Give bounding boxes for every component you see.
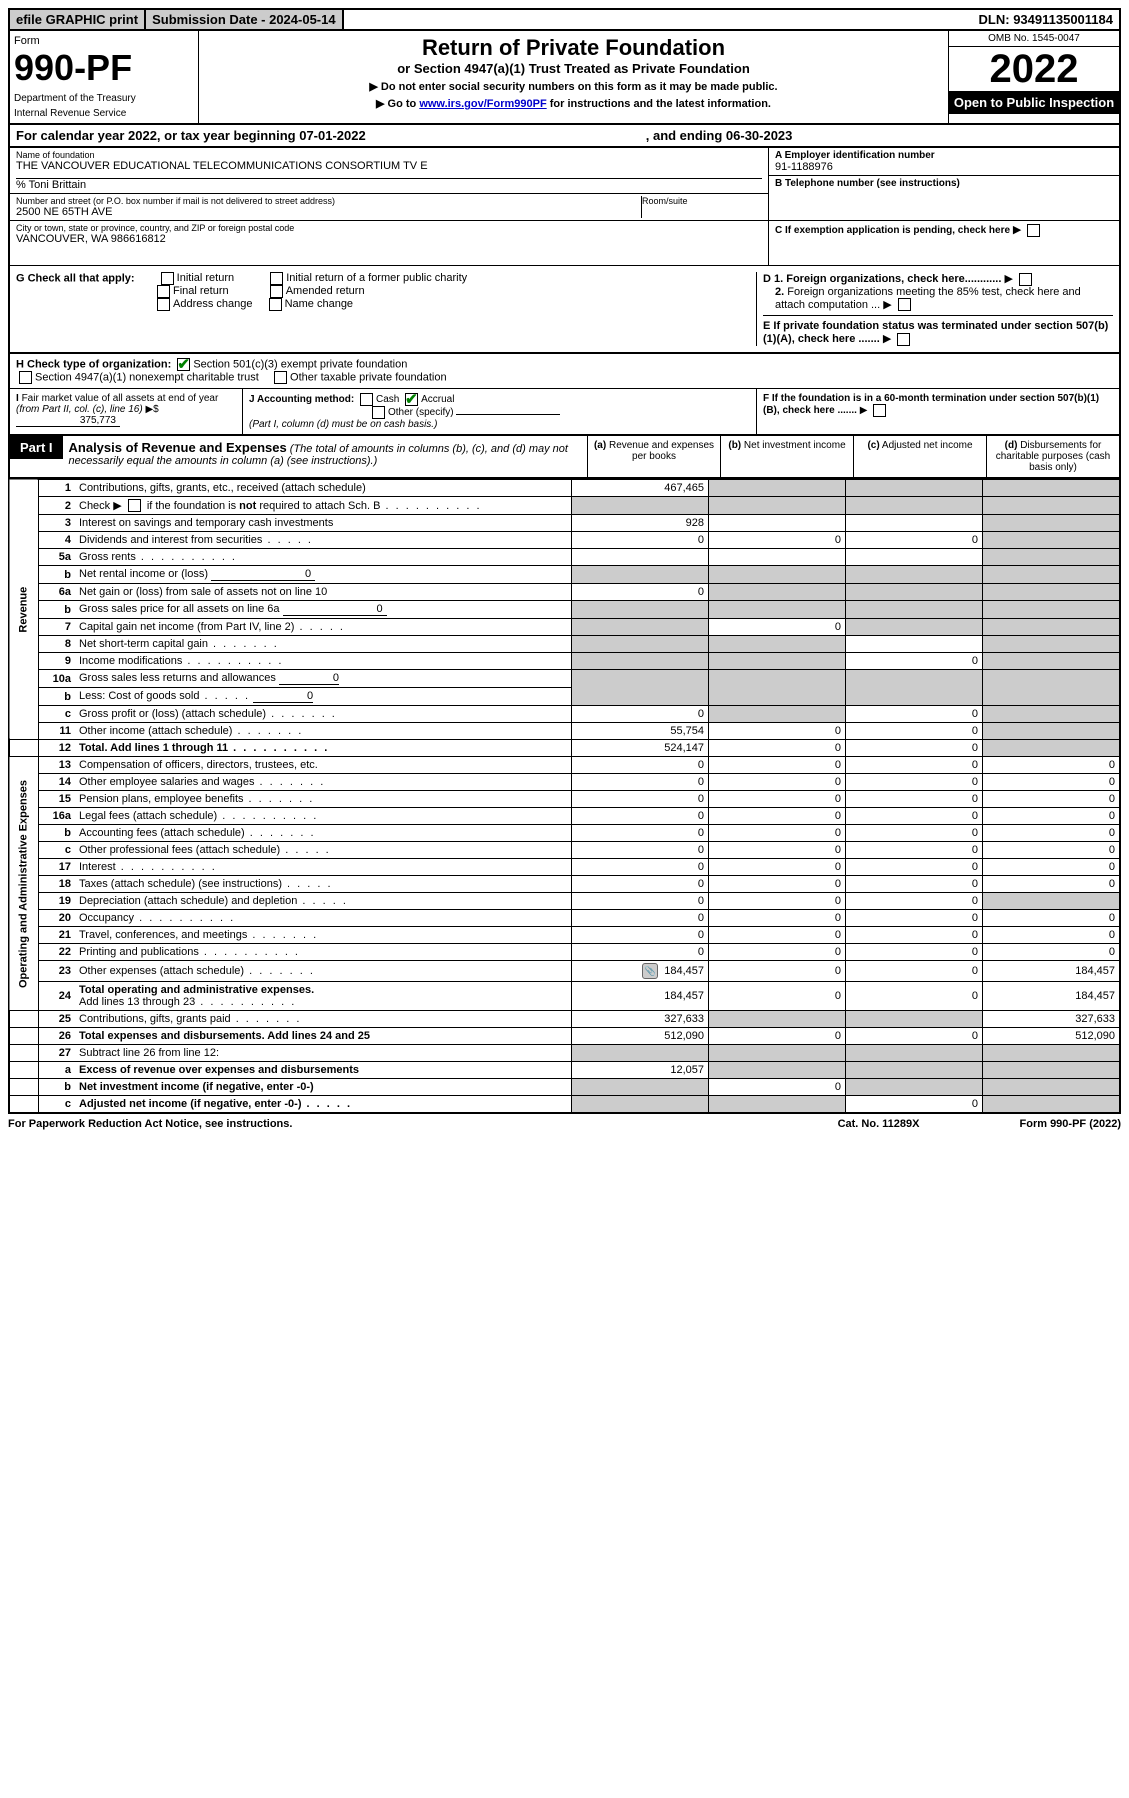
- amended-return-chk[interactable]: [270, 285, 283, 298]
- initial-return-chk[interactable]: [161, 272, 174, 285]
- d2-label: Foreign organizations meeting the 85% te…: [775, 286, 1081, 311]
- irs-label: Internal Revenue Service: [14, 108, 194, 119]
- col-b-header: (b) Net investment income: [720, 436, 853, 477]
- page-footer: For Paperwork Reduction Act Notice, see …: [8, 1114, 1121, 1130]
- final-return-chk[interactable]: [157, 285, 170, 298]
- col-d-header: (d) Disbursements for charitable purpose…: [986, 436, 1119, 477]
- form-subtitle: or Section 4947(a)(1) Trust Treated as P…: [203, 61, 944, 76]
- address-label: Number and street (or P.O. box number if…: [16, 196, 641, 206]
- attach-icon[interactable]: 📎: [642, 963, 658, 979]
- dln: DLN: 93491135001184: [973, 10, 1119, 29]
- paperwork-notice: For Paperwork Reduction Act Notice, see …: [8, 1118, 292, 1130]
- g-check-row: G Check all that apply: Initial return I…: [8, 265, 1121, 354]
- name-change-chk[interactable]: [269, 298, 282, 311]
- i-label: Fair market value of all assets at end o…: [16, 393, 218, 415]
- submission-date: Submission Date - 2024-05-14: [146, 10, 344, 29]
- ijf-row: I Fair market value of all assets at end…: [8, 389, 1121, 436]
- instruction-ssn: ▶ Do not enter social security numbers o…: [203, 80, 944, 93]
- entity-info: Name of foundation THE VANCOUVER EDUCATI…: [8, 148, 1121, 265]
- cat-number: Cat. No. 11289X: [838, 1118, 920, 1130]
- f-checkbox[interactable]: [873, 404, 886, 417]
- care-of: % Toni Brittain: [16, 178, 762, 191]
- d1-label: D 1. Foreign organizations, check here..…: [763, 273, 1001, 285]
- c-label: C If exemption application is pending, c…: [775, 225, 1010, 236]
- col-a-header: (a) Revenue and expenses per books: [587, 436, 720, 477]
- name-label: Name of foundation: [16, 150, 762, 160]
- sch-b-chk[interactable]: [128, 499, 141, 512]
- form-header: Form 990-PF Department of the Treasury I…: [8, 31, 1121, 125]
- cash-chk[interactable]: [360, 393, 373, 406]
- h-label: H Check type of organization:: [16, 358, 171, 370]
- foundation-name: THE VANCOUVER EDUCATIONAL TELECOMMUNICAT…: [16, 160, 762, 172]
- instruction-link: ▶ Go to www.irs.gov/Form990PF for instru…: [203, 97, 944, 110]
- g-label: G Check all that apply:: [16, 272, 135, 284]
- calendar-year-row: For calendar year 2022, or tax year begi…: [8, 125, 1121, 148]
- j-note: (Part I, column (d) must be on cash basi…: [249, 419, 437, 430]
- fmv-value: 375,773: [16, 415, 120, 427]
- ein-label: A Employer identification number: [775, 150, 1113, 161]
- d1-checkbox[interactable]: [1019, 273, 1032, 286]
- col-c-header: (c) Adjusted net income: [853, 436, 986, 477]
- form-title: Return of Private Foundation: [203, 35, 944, 61]
- part-title: Analysis of Revenue and Expenses: [69, 440, 287, 455]
- open-public-badge: Open to Public Inspection: [949, 91, 1119, 114]
- f-label: F If the foundation is in a 60-month ter…: [763, 393, 1099, 416]
- 501c3-chk[interactable]: [177, 358, 190, 371]
- d2-checkbox[interactable]: [898, 298, 911, 311]
- other-taxable-chk[interactable]: [274, 371, 287, 384]
- part-i-table: Revenue 1 Contributions, gifts, grants, …: [8, 479, 1121, 1115]
- irs-link[interactable]: www.irs.gov/Form990PF: [419, 98, 546, 110]
- ein-value: 91-1188976: [775, 161, 1113, 173]
- e-checkbox[interactable]: [897, 333, 910, 346]
- address-change-chk[interactable]: [157, 298, 170, 311]
- form-number: 990-PF: [14, 47, 194, 89]
- top-bar: efile GRAPHIC print Submission Date - 20…: [8, 8, 1121, 31]
- dept-treasury: Department of the Treasury: [14, 93, 194, 104]
- phone-label: B Telephone number (see instructions): [775, 178, 1113, 189]
- city-state-zip: VANCOUVER, WA 986616812: [16, 233, 762, 245]
- other-method-chk[interactable]: [372, 406, 385, 419]
- h-row: H Check type of organization: Section 50…: [8, 354, 1121, 389]
- j-label: J Accounting method:: [249, 394, 354, 405]
- tax-year: 2022: [949, 47, 1119, 91]
- part-i-header: Part I Analysis of Revenue and Expenses …: [8, 436, 1121, 479]
- form-ref: Form 990-PF (2022): [1020, 1118, 1122, 1130]
- 4947-chk[interactable]: [19, 371, 32, 384]
- expenses-side-label: Operating and Administrative Expenses: [9, 757, 39, 1011]
- revenue-side-label: Revenue: [9, 479, 39, 740]
- efile-print-button[interactable]: efile GRAPHIC print: [10, 10, 146, 29]
- omb-number: OMB No. 1545-0047: [949, 31, 1119, 47]
- accrual-chk[interactable]: [405, 393, 418, 406]
- initial-former-chk[interactable]: [270, 272, 283, 285]
- part-label: Part I: [10, 436, 63, 459]
- street-address: 2500 NE 65TH AVE: [16, 206, 641, 218]
- c-checkbox[interactable]: [1027, 224, 1040, 237]
- e-label: E If private foundation status was termi…: [763, 320, 1108, 345]
- form-label: Form: [14, 35, 194, 47]
- room-label: Room/suite: [642, 196, 762, 206]
- city-label: City or town, state or province, country…: [16, 223, 762, 233]
